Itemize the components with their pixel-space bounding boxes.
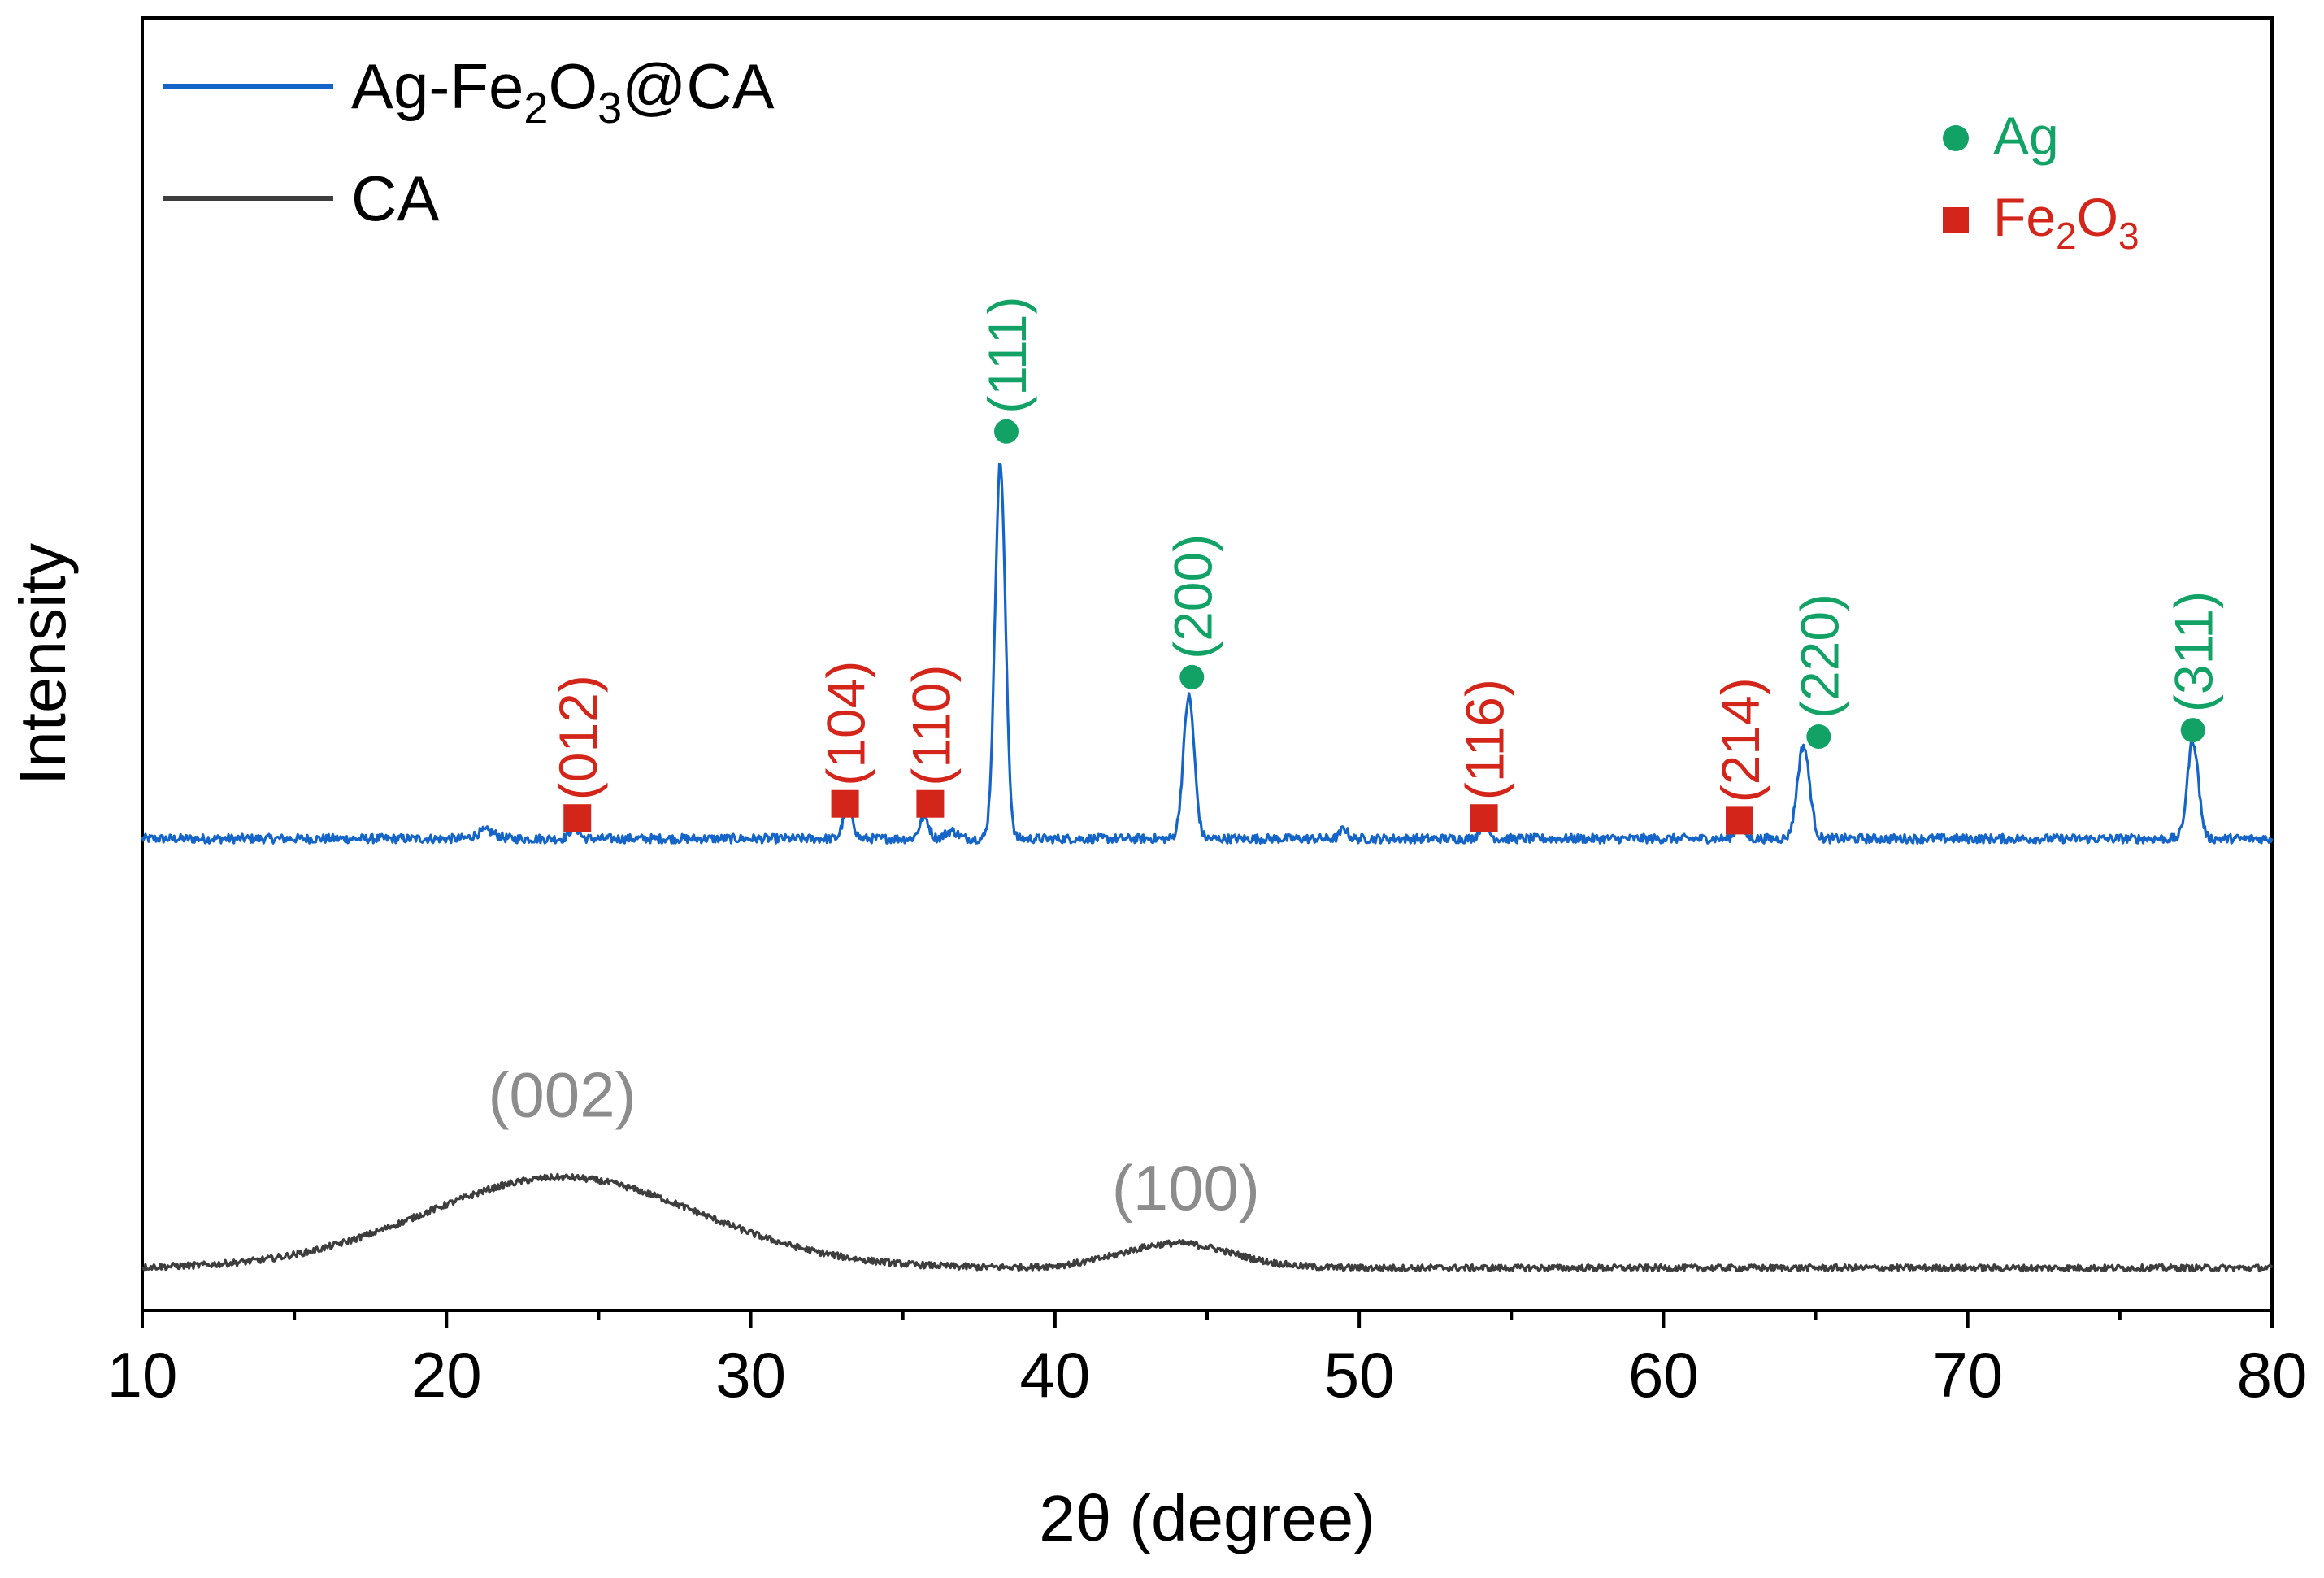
legend-label-ag: Ag <box>1993 106 2059 166</box>
x-tick-label: 10 <box>107 1339 178 1411</box>
ca-peak-label-100: (100) <box>1112 1152 1260 1224</box>
ca-peak-label-002: (002) <box>488 1059 636 1131</box>
peak-marker-fe2o3 <box>1726 806 1753 835</box>
x-tick-label: 50 <box>1324 1339 1395 1411</box>
x-tick-label: 40 <box>1019 1339 1090 1411</box>
legend-label-ag-fe2o3-ca: Ag-Fe2O3@CA <box>351 50 775 133</box>
legend-marker-ag <box>1943 125 1969 151</box>
legend-marker-fe2o3 <box>1943 207 1969 233</box>
phase-legend: Ag Fe2O3 <box>1943 106 2139 257</box>
x-tick-label: 80 <box>2237 1339 2308 1411</box>
peak-marker-ag <box>1806 724 1831 750</box>
series-legend: Ag-Fe2O3@CA CA <box>163 50 775 234</box>
peak-label-311: (311) <box>2164 591 2224 712</box>
peak-label-104: (104) <box>816 661 876 786</box>
peak-marker-fe2o3 <box>831 789 859 818</box>
peak-label-111: (111) <box>977 297 1037 414</box>
peak-marker-fe2o3 <box>563 804 592 832</box>
x-axis-title: 2θ (degree) <box>1039 1482 1375 1554</box>
series-line-ca <box>141 1172 2274 1273</box>
peak-marker-ag <box>2180 718 2205 743</box>
peak-label-012: (012) <box>548 675 608 800</box>
peak-marker-ag <box>1179 664 1205 689</box>
legend-label-fe2o3: Fe2O3 <box>1993 187 2139 257</box>
peak-label-214: (214) <box>1710 677 1770 802</box>
peak-marker-fe2o3 <box>1470 804 1498 832</box>
x-tick-label: 30 <box>715 1339 786 1411</box>
peak-marker-fe2o3 <box>916 789 945 818</box>
peak-label-116: (116) <box>1455 679 1515 800</box>
peak-label-110: (110) <box>901 665 961 786</box>
x-tick-label: 60 <box>1628 1339 1699 1411</box>
y-axis-title: Intensity <box>7 543 79 785</box>
annotation-layer: (012) (104) (110) (111) (200) (116) (214) (220)… <box>488 297 2223 1224</box>
x-tick-label: 70 <box>1932 1339 2003 1411</box>
peak-label-220: (220) <box>1789 593 1849 719</box>
series-line-ag-fe2o3-ca <box>141 463 2274 845</box>
peak-marker-ag <box>993 419 1019 444</box>
x-tick-label: 20 <box>411 1339 482 1411</box>
legend-label-ca: CA <box>351 163 439 234</box>
peak-label-200: (200) <box>1162 534 1223 659</box>
series-layer <box>141 463 2274 1273</box>
x-axis: 10 20 30 40 50 60 70 80 <box>107 1311 2308 1411</box>
